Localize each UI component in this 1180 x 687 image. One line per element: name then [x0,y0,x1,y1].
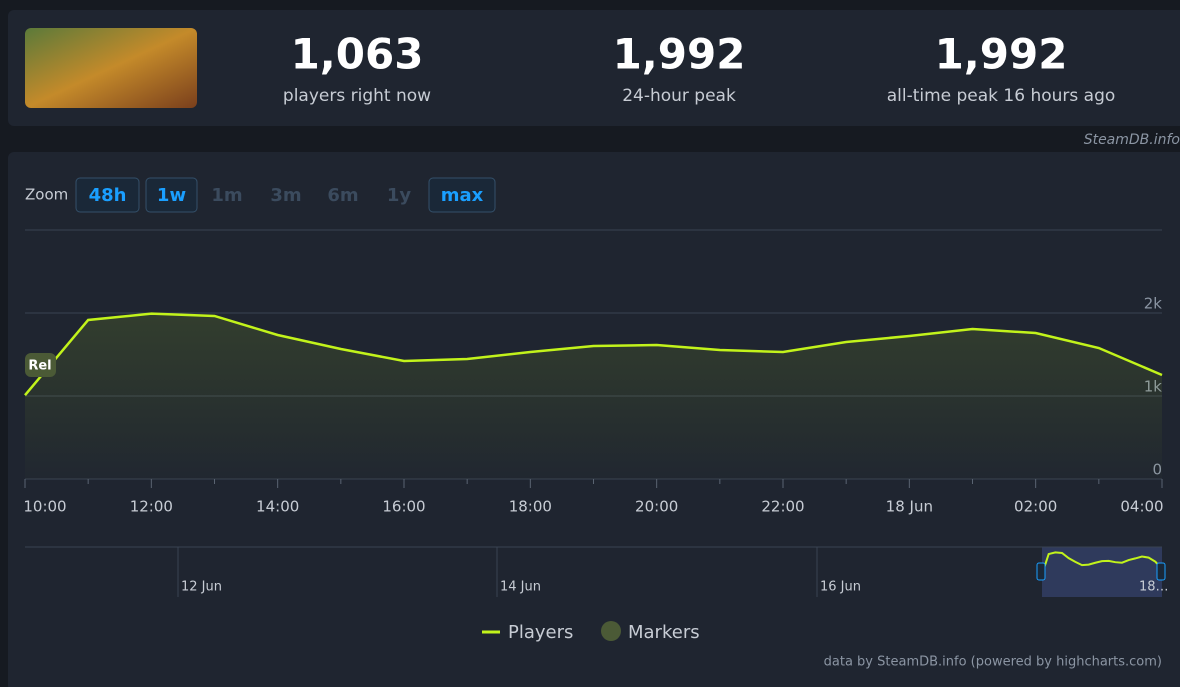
zoom-button-label: 6m [327,185,358,206]
stat-label: 24-hour peak [622,86,736,106]
y-tick-label: 2k [1144,295,1163,313]
zoom-button-label: max [441,185,484,206]
navigator-label: 12 Jun [181,580,222,595]
navigator-label: 16 Jun [820,580,861,595]
navigator-line [1041,551,1163,575]
x-tick-label: 18:00 [509,498,552,516]
zoom-button[interactable] [145,177,198,213]
zoom-button-label: 1w [157,185,186,206]
x-tick-label: 18 Jun [886,498,933,516]
zoom-button-label: 3m [270,185,301,206]
zoom-button-label: 1m [211,185,242,206]
x-tick-label: 16:00 [382,498,425,516]
zoom-button[interactable] [428,177,496,213]
navigator-label: 18… [1139,580,1169,595]
legend-label: Players [508,622,573,643]
zoom-button-label: 48h [89,185,127,206]
navigator-handle[interactable] [1156,562,1166,581]
legend-label: Markers [628,622,700,643]
navigator-selection [1042,547,1162,597]
zoom-button-label: 1y [387,185,412,206]
x-tick-label: 14:00 [256,498,299,516]
marker [25,353,56,377]
navigator-handle[interactable] [1036,562,1046,581]
header-panel [8,10,1180,126]
navigator-label: 14 Jun [500,580,541,595]
x-tick-label: 12:00 [130,498,173,516]
legend-swatch [601,621,621,641]
stat-value: 1,063 [291,30,424,79]
stat-label: all-time peak 16 hours ago [887,86,1116,106]
watermark: SteamDB.info [1084,132,1180,148]
x-tick-label: 10:00 [23,498,66,516]
zoom-button[interactable] [75,177,140,213]
series-line [24,312,1163,396]
x-tick-label: 20:00 [635,498,678,516]
stat-label: players right now [283,86,431,106]
game-image [25,28,197,108]
marker-label: Rel [28,359,51,374]
stat-value: 1,992 [935,30,1068,79]
zoom-label: Zoom [25,186,68,204]
x-tick-label: 04:00 [1120,498,1163,516]
series-area [25,313,1162,479]
stat-value: 1,992 [613,30,746,79]
x-tick-label: 22:00 [761,498,804,516]
credit: data by SteamDB.info (powered by highcha… [824,655,1162,670]
x-tick-label: 02:00 [1014,498,1057,516]
